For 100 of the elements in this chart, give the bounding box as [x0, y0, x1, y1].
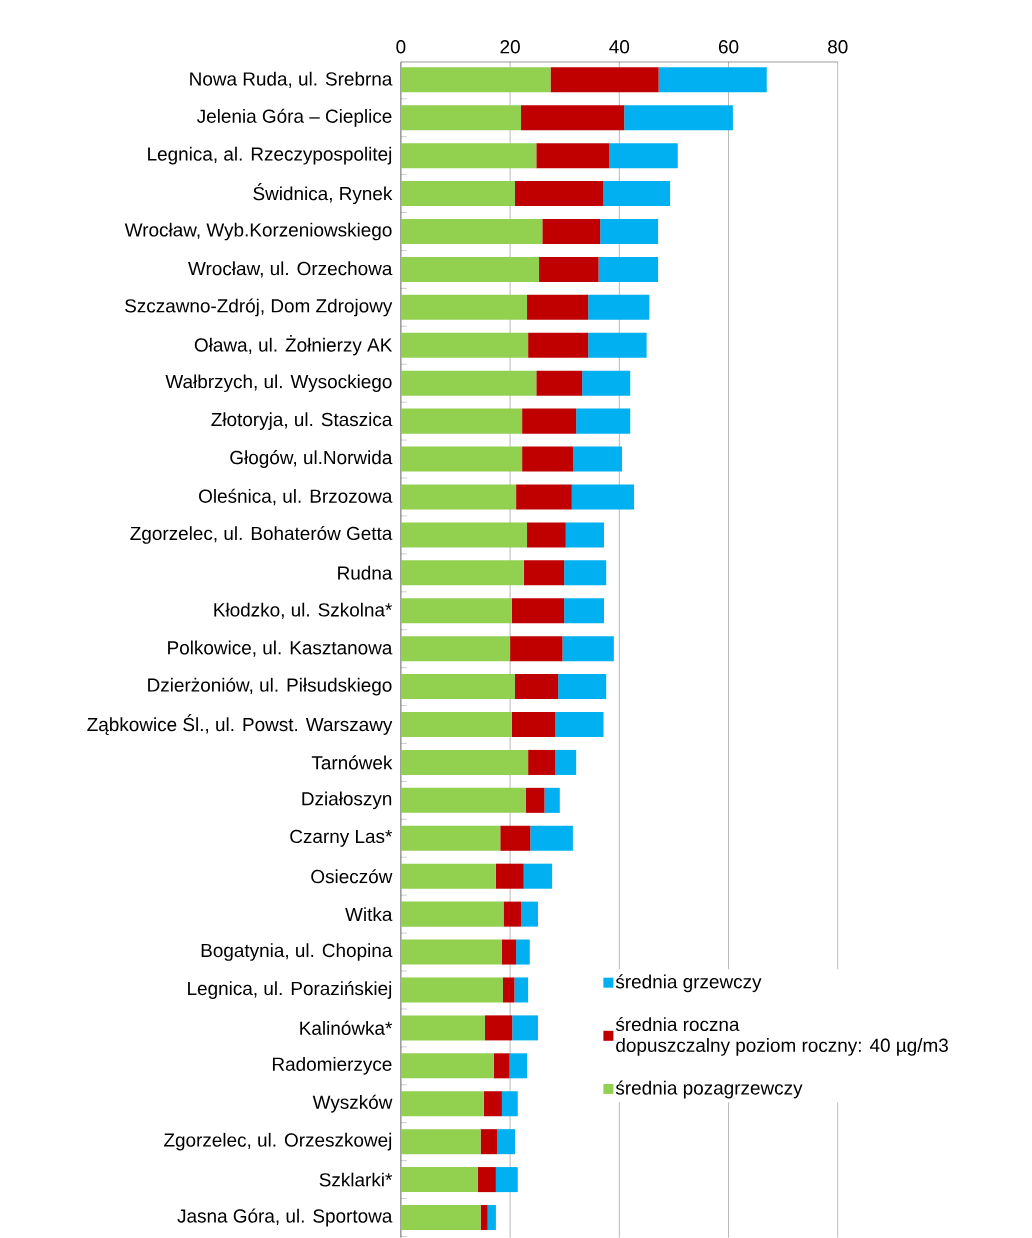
y-tick-label: Witka — [345, 907, 393, 922]
y-tick-label: Dzierżoniów, ul. Piłsudskiego — [148, 677, 392, 696]
bar — [502, 939, 517, 965]
bar — [588, 332, 647, 358]
bar — [503, 901, 522, 927]
bar — [528, 749, 556, 775]
bar — [401, 825, 501, 851]
y-tick-label: Zgorzelec, ul. Bohaterów Getta — [130, 525, 393, 544]
y-tick-label: Radomierzyce — [273, 1057, 392, 1075]
y-tick-label: Jasna Góra, ul. Sportowa — [177, 1208, 393, 1227]
bar — [401, 294, 528, 320]
y-tick-label: Świdnica, Rynek — [253, 183, 393, 205]
bar — [401, 484, 517, 510]
bar — [401, 636, 511, 662]
y-tick-label: Szczawno-Zdrój, Dom Zdrojowy — [125, 298, 393, 317]
bar — [603, 181, 671, 207]
bar — [401, 977, 504, 1003]
bar — [401, 1205, 481, 1231]
y-tick-label: Legnica, al. Rzeczypospolitej — [148, 146, 392, 165]
bar — [598, 256, 659, 282]
bar — [496, 863, 524, 889]
y-tick-label: Kalinówka* — [300, 1020, 393, 1035]
y-tick-label: Złotoryja, ul. Staszica — [211, 412, 393, 430]
y-tick-label: Kłodzko, ul. Szkolna* — [214, 602, 393, 619]
bar — [523, 863, 553, 889]
bar — [401, 939, 503, 965]
bar — [401, 674, 516, 700]
bar — [600, 218, 659, 245]
y-tick-label: Bogatynia, ul. Chopina — [201, 943, 393, 961]
bar — [512, 1015, 539, 1041]
bar — [511, 711, 556, 738]
bar — [522, 408, 577, 434]
bar — [401, 1015, 486, 1041]
y-tick-label: Osieczów — [311, 869, 393, 884]
bar — [401, 143, 537, 169]
bar — [485, 1015, 513, 1041]
bar — [502, 1091, 518, 1117]
x-tick-label: 0 — [396, 40, 406, 54]
bar — [497, 1129, 516, 1155]
y-tick-label: Polkowice, ul. Kasztanowa — [168, 640, 393, 657]
x-tick-label: 60 — [719, 40, 739, 54]
bar — [523, 560, 565, 586]
y-tick-label: Zgorzelec, ul. Orzeszkowej — [164, 1132, 392, 1151]
bar — [582, 370, 631, 396]
bar — [573, 446, 623, 472]
legend-label: średnia grzewczy — [616, 974, 762, 993]
bar — [401, 1053, 494, 1079]
bar — [401, 67, 551, 93]
bar — [544, 787, 560, 813]
y-tick-label: Ząbkowice Śl., ul. Powst. Warszawy — [87, 714, 393, 735]
bar — [484, 1091, 503, 1117]
bar — [539, 256, 599, 282]
y-tick-label: Oława, ul. Żołnierzy AK — [195, 335, 393, 356]
y-tick-label: Rudna — [338, 565, 393, 580]
bar — [401, 218, 543, 245]
y-tick-label: Wyszków — [312, 1094, 393, 1113]
bar — [536, 143, 610, 169]
bar — [401, 787, 527, 813]
bar — [401, 408, 523, 434]
bar — [480, 1205, 488, 1231]
y-tick-label: Oleśnica, ul. Brzozowa — [199, 488, 393, 506]
bar — [401, 522, 528, 548]
bar — [401, 560, 524, 586]
bar — [515, 181, 604, 207]
bar — [401, 598, 512, 624]
bar — [530, 825, 574, 851]
bar — [511, 598, 565, 624]
bar — [515, 674, 559, 700]
bar — [480, 1129, 498, 1155]
bar — [401, 181, 516, 207]
y-tick-label: Głogów, ul.Norwida — [230, 450, 393, 468]
bar — [401, 1091, 485, 1117]
bar — [516, 484, 572, 510]
bar — [503, 977, 515, 1003]
bar — [658, 67, 767, 93]
y-tick-label: Jelenia Góra – Cieplice — [197, 108, 392, 127]
y-tick-label: Wrocław, ul. Orzechowa — [188, 261, 393, 278]
bar — [558, 674, 607, 700]
bar — [526, 787, 545, 813]
bar — [564, 598, 605, 624]
bar — [542, 218, 601, 245]
bar — [514, 977, 529, 1003]
bar — [609, 143, 678, 169]
y-tick-label: Wałbrzych, ul. Wysockiego — [165, 374, 392, 393]
bar — [564, 560, 607, 586]
bar — [571, 484, 635, 510]
bar — [478, 1167, 497, 1193]
bar — [401, 1129, 481, 1155]
bar — [521, 105, 625, 131]
y-tick-label: Legnica, ul. Porazińskiej — [188, 981, 392, 999]
bar — [522, 446, 574, 472]
y-tick-label: Tarnówek — [311, 755, 393, 770]
bar — [527, 294, 589, 320]
x-tick-label: 80 — [828, 40, 848, 54]
bar — [500, 825, 531, 851]
bar — [521, 901, 539, 927]
bar — [624, 105, 734, 131]
bar — [550, 67, 659, 93]
bar — [401, 256, 540, 282]
y-tick-label: Działoszyn — [302, 791, 392, 810]
